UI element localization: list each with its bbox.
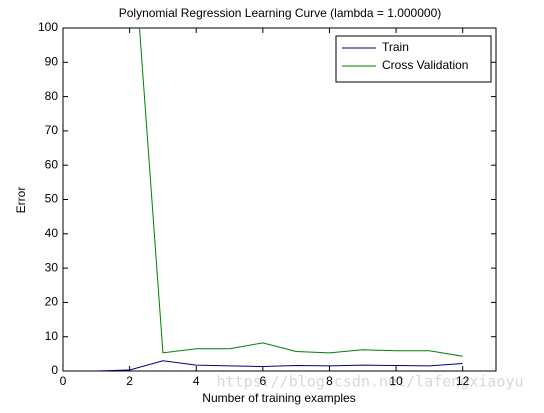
y-tick-label: 30 — [45, 260, 59, 274]
y-tick-label: 10 — [45, 329, 59, 343]
x-tick-label: 8 — [326, 374, 333, 388]
y-tick-label: 40 — [45, 226, 59, 240]
x-tick-label: 6 — [260, 374, 267, 388]
series-line — [96, 360, 463, 371]
x-tick-label: 10 — [389, 374, 403, 388]
watermark: https://blog.csdn.net/lafengxiaoyu — [216, 373, 523, 391]
x-tick-label: 2 — [126, 374, 133, 388]
series-group — [96, 28, 463, 371]
chart-title: Polynomial Regression Learning Curve (la… — [119, 6, 442, 20]
y-tick-label: 100 — [38, 20, 58, 34]
legend-label: Cross Validation — [382, 58, 468, 72]
x-axis-label: Number of training examples — [202, 391, 355, 405]
x-tick-label: 0 — [60, 374, 67, 388]
y-axis-label: Error — [14, 187, 28, 214]
y-tick-label: 0 — [51, 363, 58, 377]
x-tick-label: 4 — [193, 374, 200, 388]
legend-box — [335, 35, 492, 83]
y-tick-label: 70 — [45, 123, 59, 137]
plot-area — [62, 27, 497, 372]
y-tick-label: 20 — [45, 295, 59, 309]
legend-label: Train — [382, 40, 409, 54]
y-tick-label: 50 — [45, 192, 59, 206]
y-tick-label: 90 — [45, 54, 59, 68]
x-tick-label: 12 — [456, 374, 470, 388]
series-line — [139, 28, 463, 357]
y-tick-label: 80 — [45, 89, 59, 103]
y-tick-label: 60 — [45, 157, 59, 171]
